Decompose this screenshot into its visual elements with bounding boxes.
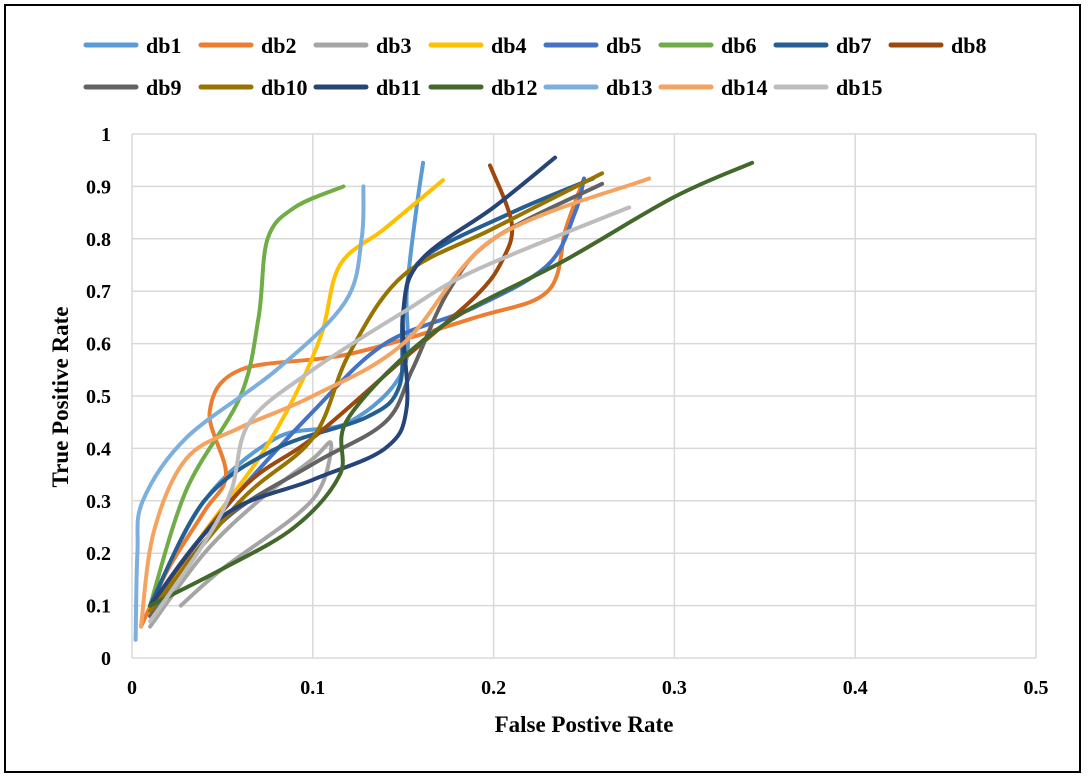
series-line-db3 <box>148 440 334 629</box>
legend-label: db10 <box>261 75 307 100</box>
legend-label: db14 <box>721 75 767 100</box>
x-tick-labels: 0 0.1 0.2 0.3 0.4 0.5 <box>127 677 1049 699</box>
x-tick-label: 0 <box>127 677 137 699</box>
y-tick-label: 0.9 <box>86 176 111 198</box>
y-tick-label: 0.8 <box>86 229 111 251</box>
legend-item-db13: db13 <box>543 75 652 100</box>
legend-label: db11 <box>376 75 421 100</box>
series-line-db2 <box>139 176 586 629</box>
series-line-db14 <box>139 176 652 629</box>
y-tick-labels: 0 0.1 0.2 0.3 0.4 0.5 0.6 0.7 0.8 0.9 1 <box>86 124 111 670</box>
y-tick-label: 0.1 <box>86 596 111 618</box>
legend-label: db2 <box>261 33 296 58</box>
legend-item-db6: db6 <box>658 33 756 58</box>
legend-item-db3: db3 <box>313 33 411 58</box>
y-tick-label: 0.7 <box>86 281 111 303</box>
series-line-db15 <box>148 205 632 624</box>
axes <box>131 134 1036 659</box>
legend-label: db5 <box>606 33 641 58</box>
y-tick-label: 0.5 <box>86 386 111 408</box>
y-tick-label: 0 <box>101 648 111 670</box>
legend-label: db8 <box>951 33 986 58</box>
x-tick-label: 0.3 <box>662 677 687 699</box>
x-axis-title: False Postive Rate <box>495 712 674 737</box>
legend-item-db1: db1 <box>83 33 181 58</box>
legend-label: db4 <box>491 33 526 58</box>
legend-label: db15 <box>836 75 882 100</box>
legend-item-db5: db5 <box>543 33 641 58</box>
legend-item-db12: db12 <box>428 75 537 100</box>
series-line-db9 <box>148 181 605 619</box>
legend-item-db7: db7 <box>773 33 871 58</box>
legend-item-db2: db2 <box>198 33 296 58</box>
legend-label: db12 <box>491 75 537 100</box>
legend-label: db7 <box>836 33 871 58</box>
series-line-db10 <box>148 171 605 613</box>
series-line-db13 <box>133 184 366 642</box>
x-tick-label: 0.4 <box>843 677 868 699</box>
x-tick-label: 0.1 <box>300 677 325 699</box>
legend-item-db9: db9 <box>83 75 181 100</box>
legend-label: db3 <box>376 33 411 58</box>
legend-item-db8: db8 <box>888 33 986 58</box>
y-axis-title: True Positive Rate <box>48 307 73 488</box>
legend-item-db15: db15 <box>773 75 882 100</box>
legend-item-db14: db14 <box>658 75 767 100</box>
legend-label: db9 <box>146 75 181 100</box>
series-line-db11 <box>148 155 558 608</box>
y-tick-label: 0.2 <box>86 543 111 565</box>
y-tick-label: 0.3 <box>86 491 111 513</box>
chart-frame <box>4 4 1081 773</box>
legend-item-db11: db11 <box>313 75 421 100</box>
legend-item-db4: db4 <box>428 33 526 58</box>
series-line-db6 <box>148 184 346 608</box>
y-tick-label: 0.4 <box>86 438 111 460</box>
legend-item-db10: db10 <box>198 75 307 100</box>
series-lines <box>133 155 755 642</box>
gridlines <box>132 133 1037 658</box>
x-tick-label: 0.5 <box>1024 677 1049 699</box>
legend-label: db1 <box>146 33 181 58</box>
legend-label: db6 <box>721 33 756 58</box>
series-line-db7 <box>148 176 595 608</box>
y-tick-label: 0.6 <box>86 334 111 356</box>
y-tick-label: 1 <box>101 124 111 146</box>
x-tick-label: 0.2 <box>481 677 506 699</box>
legend-label: db13 <box>606 75 652 100</box>
legend: db1 db2 db3 db4 db5 db6 db7 db8 db9 db10 db11 db12 d… <box>83 33 986 100</box>
series-line-db12 <box>148 160 755 608</box>
